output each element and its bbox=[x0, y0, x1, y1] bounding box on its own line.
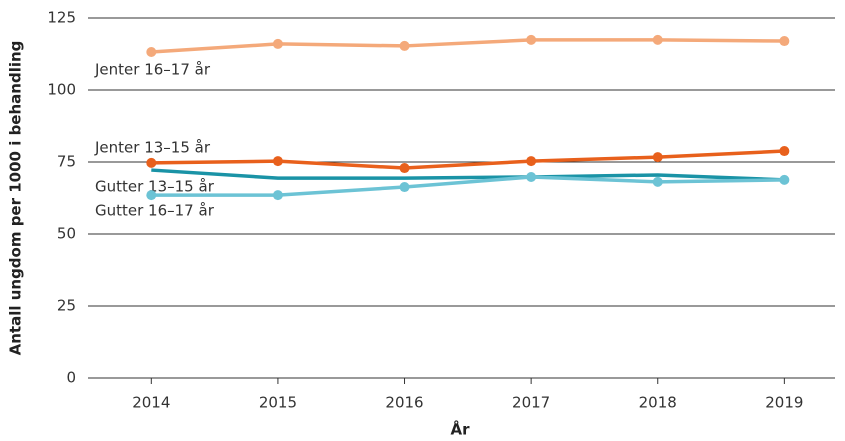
marker bbox=[652, 34, 663, 45]
y-tick-label: 100 bbox=[47, 81, 76, 99]
x-tick-label: 2016 bbox=[385, 394, 423, 412]
y-tick-label: 75 bbox=[57, 153, 76, 171]
y-tick-label: 0 bbox=[66, 369, 76, 387]
series-label: Gutter 16–17 år bbox=[95, 202, 215, 220]
marker bbox=[272, 156, 283, 167]
marker bbox=[526, 156, 537, 167]
marker bbox=[399, 182, 410, 193]
marker bbox=[272, 190, 283, 201]
series-label: Jenter 13–15 år bbox=[94, 139, 211, 157]
y-axis-label: Antall ungdom per 1000 i behandling bbox=[7, 41, 25, 356]
y-tick-label: 125 bbox=[47, 9, 76, 27]
series-line bbox=[151, 168, 785, 182]
marker bbox=[146, 46, 157, 57]
x-tick-label: 2015 bbox=[259, 394, 297, 412]
marker bbox=[779, 146, 790, 157]
x-tick-label: 2019 bbox=[765, 394, 803, 412]
y-tick-label: 50 bbox=[57, 225, 76, 243]
marker bbox=[652, 176, 663, 187]
marker bbox=[146, 190, 157, 201]
marker bbox=[399, 163, 410, 174]
marker bbox=[526, 34, 537, 45]
x-tick-label: 2018 bbox=[639, 394, 677, 412]
series-line bbox=[151, 149, 785, 170]
marker bbox=[526, 171, 537, 182]
marker bbox=[652, 152, 663, 163]
marker bbox=[779, 174, 790, 185]
series-label: Gutter 13–15 år bbox=[95, 178, 215, 196]
marker bbox=[399, 40, 410, 51]
marker bbox=[779, 36, 790, 47]
series-line bbox=[151, 38, 785, 54]
series-label: Jenter 16–17 år bbox=[94, 61, 211, 79]
marker bbox=[272, 38, 283, 49]
x-axis-label: År bbox=[450, 420, 470, 439]
series-line bbox=[151, 175, 785, 197]
marker bbox=[146, 157, 157, 168]
x-tick-label: 2014 bbox=[132, 394, 170, 412]
y-tick-label: 25 bbox=[57, 297, 76, 315]
x-tick-label: 2017 bbox=[512, 394, 550, 412]
